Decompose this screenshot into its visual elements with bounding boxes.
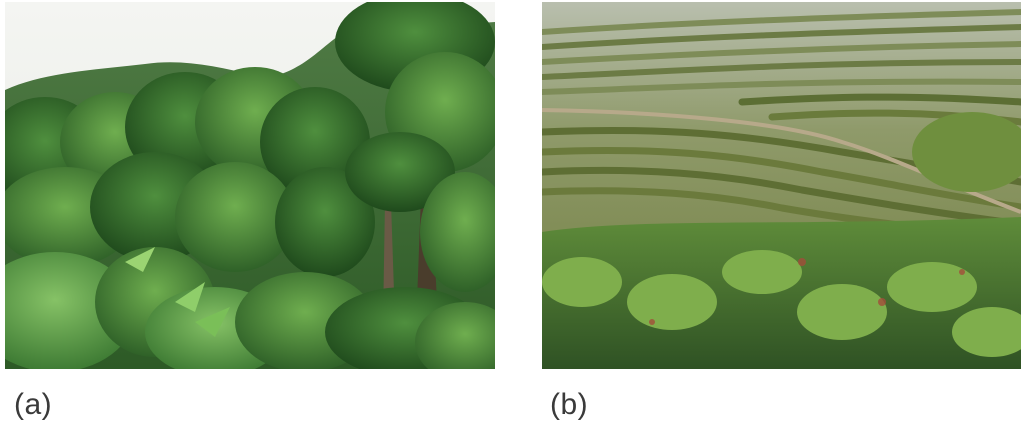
panel-label: (a) xyxy=(14,388,53,421)
panel-label: (b) xyxy=(550,388,589,421)
forest-photo xyxy=(5,2,495,369)
tea-plantation-photo xyxy=(542,2,1021,369)
